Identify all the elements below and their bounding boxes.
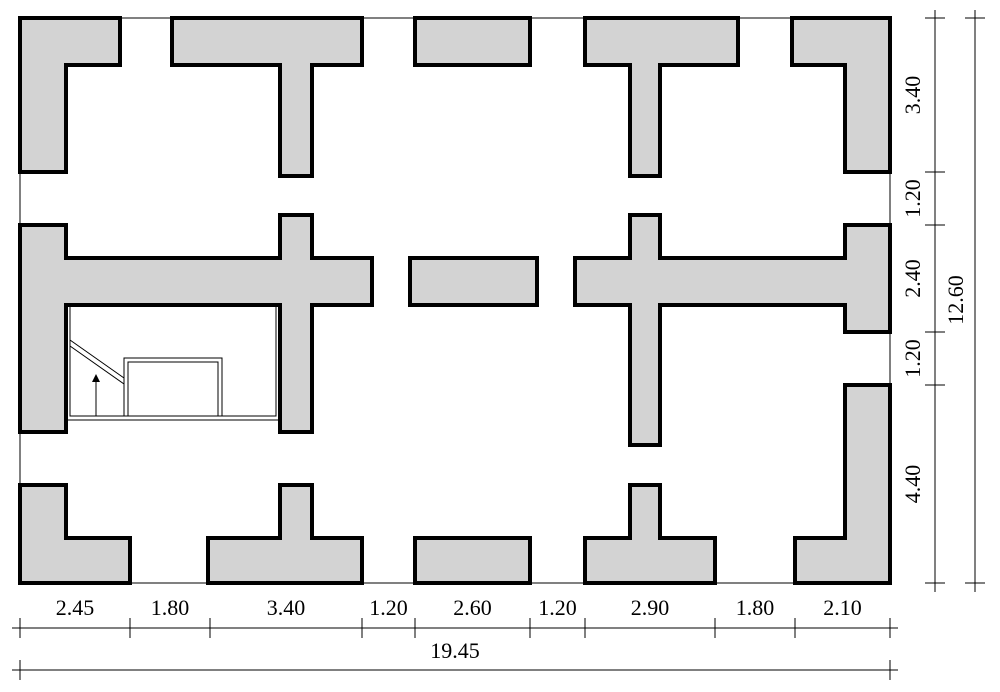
wall xyxy=(18,483,132,585)
dimension-label: 2.10 xyxy=(823,595,862,620)
dimension-total: 12.60 xyxy=(943,275,968,325)
stair-rail xyxy=(127,361,219,416)
dimension-label: 2.40 xyxy=(900,259,925,298)
stair-line xyxy=(69,339,125,379)
stairs xyxy=(65,305,281,421)
dimension-label: 1.80 xyxy=(736,595,775,620)
dimension-label: 1.20 xyxy=(369,595,408,620)
dimension-label: 2.45 xyxy=(56,595,95,620)
stair-edge xyxy=(65,305,281,421)
dimension-total: 19.45 xyxy=(430,638,480,663)
dimension-label: 2.90 xyxy=(631,595,670,620)
stair-edge xyxy=(69,305,277,417)
wall xyxy=(583,483,717,585)
dimension-label: 1.20 xyxy=(900,339,925,378)
wall xyxy=(408,256,539,307)
wall xyxy=(573,213,892,447)
wall xyxy=(206,483,364,585)
dimensions: 2.45 1.80 3.40 1.20 2.60 1.20 2.90 1.80 2.10 19.4… xyxy=(12,10,985,680)
dimension-label: 1.20 xyxy=(538,595,577,620)
wall xyxy=(413,536,532,585)
wall xyxy=(413,16,532,67)
stair-arrow-head xyxy=(92,374,100,382)
dimension-label: 3.40 xyxy=(900,76,925,115)
dimension-label: 2.60 xyxy=(453,595,492,620)
stair-line xyxy=(69,345,125,385)
wall xyxy=(583,16,740,178)
wall xyxy=(790,16,892,174)
stair-rail xyxy=(123,357,223,416)
wall xyxy=(18,213,374,434)
dimension-label: 3.40 xyxy=(267,595,306,620)
wall xyxy=(170,16,364,178)
wall xyxy=(18,16,122,174)
walls xyxy=(18,16,892,585)
dimension-label: 4.40 xyxy=(900,465,925,504)
wall xyxy=(793,383,892,585)
dimension-label: 1.20 xyxy=(900,179,925,218)
dimension-label: 1.80 xyxy=(151,595,190,620)
